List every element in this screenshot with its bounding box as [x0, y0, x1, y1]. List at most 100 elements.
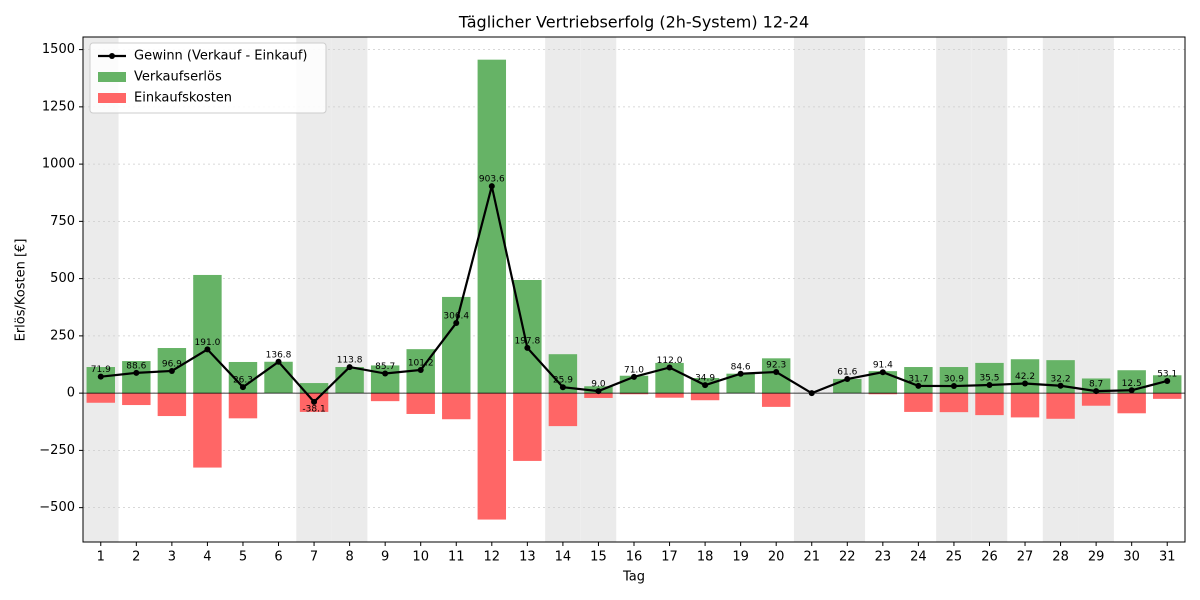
line-point: [346, 364, 353, 371]
data-label: 88.6: [126, 361, 146, 371]
line-point: [702, 382, 709, 389]
data-label: 71.0: [624, 365, 644, 375]
line-point: [559, 384, 566, 391]
highlight-band: [971, 37, 1008, 542]
bar: [1010, 393, 1040, 418]
x-tick-label: 3: [168, 550, 176, 565]
highlight-band: [1078, 37, 1114, 542]
highlight-band: [936, 37, 972, 542]
data-label: 53.1: [1157, 369, 1177, 379]
data-label: 191.0: [195, 338, 221, 348]
y-tick-label: 250: [50, 328, 75, 343]
data-label: 32.2: [1051, 374, 1071, 384]
x-tick-label: 13: [519, 550, 536, 565]
data-label: 903.6: [479, 175, 505, 185]
highlight-band: [1042, 37, 1079, 542]
x-tick-label: 17: [661, 550, 678, 565]
data-label: 85.7: [375, 362, 395, 372]
line-point: [417, 366, 424, 373]
y-tick-label: −500: [39, 500, 75, 515]
line-point: [1022, 380, 1029, 387]
highlight-band: [296, 37, 332, 542]
chart-title: Täglicher Vertriebserfolg (2h-System) 12…: [458, 13, 809, 32]
line-point: [1128, 387, 1135, 394]
x-tick-label: 19: [732, 550, 749, 565]
bar: [655, 393, 684, 398]
bar: [690, 393, 720, 401]
x-tick-label: 14: [555, 550, 572, 565]
line-point: [950, 383, 957, 390]
bar: [228, 393, 258, 419]
x-tick-label: 9: [381, 550, 389, 565]
y-tick-label: 750: [50, 214, 75, 229]
bar: [193, 274, 222, 394]
data-label: 25.9: [553, 376, 573, 386]
bar: [122, 393, 151, 406]
bar: [1010, 359, 1040, 394]
line-point: [97, 373, 104, 380]
x-tick-label: 15: [590, 550, 607, 565]
data-label: 113.8: [337, 356, 363, 366]
line-point: [595, 388, 602, 395]
bar: [86, 367, 115, 394]
y-tick-label: 500: [50, 271, 75, 286]
y-tick-label: 0: [67, 386, 75, 401]
data-label: 26.3: [233, 376, 253, 386]
x-tick-label: 30: [1123, 550, 1140, 565]
x-tick-label: 6: [274, 550, 282, 565]
bar: [761, 393, 791, 407]
data-label: 91.4: [873, 361, 893, 371]
bar: [939, 393, 969, 413]
bar: [335, 367, 364, 394]
x-axis-label: Tag: [622, 570, 645, 585]
x-tick-label: 5: [239, 550, 247, 565]
highlight-band: [580, 37, 617, 542]
y-axis-label: Erlös/Kosten [€]: [14, 239, 29, 342]
data-label: 8.7: [1089, 380, 1103, 390]
x-tick-label: 23: [875, 550, 892, 565]
data-label: 101.2: [408, 358, 434, 368]
x-tick-label: 27: [1017, 550, 1034, 565]
highlight-band: [793, 37, 830, 542]
bar: [442, 393, 471, 420]
bar: [1153, 393, 1182, 399]
bar: [975, 362, 1004, 394]
x-tick-label: 24: [910, 550, 927, 565]
x-tick-label: 26: [981, 550, 998, 565]
data-label: 61.6: [837, 368, 857, 378]
line-point: [204, 346, 211, 353]
line-point: [844, 376, 851, 383]
bar: [370, 365, 400, 394]
plot-frame: [82, 36, 1186, 543]
highlight-band: [829, 37, 866, 542]
bar: [1153, 375, 1182, 394]
legend-marker: [109, 53, 115, 59]
bar: [1081, 393, 1111, 406]
x-tick-label: 25: [946, 550, 963, 565]
bar: [513, 279, 542, 394]
line-point: [666, 364, 673, 371]
x-tick-label: 20: [768, 550, 785, 565]
line-point: [915, 382, 922, 389]
data-label: 92.3: [766, 360, 786, 370]
data-label: 306.4: [443, 311, 469, 321]
x-tick-label: 1: [97, 550, 105, 565]
line-point: [737, 370, 744, 377]
bar: [726, 373, 755, 394]
x-tick-label: 21: [803, 550, 820, 565]
line-point: [986, 382, 993, 389]
line-point: [631, 373, 637, 380]
bar: [370, 393, 400, 402]
legend-label: Gewinn (Verkauf - Einkauf): [134, 49, 307, 64]
bar: [868, 371, 898, 394]
legend-label: Verkaufserlös: [134, 70, 222, 85]
y-tick-label: 1500: [42, 42, 75, 57]
data-label: 31.7: [908, 374, 928, 384]
y-tick-label: 1250: [42, 99, 75, 114]
bar: [975, 393, 1004, 416]
line-point: [1164, 377, 1171, 384]
bar: [513, 393, 542, 461]
bar: [157, 393, 187, 417]
line-point: [133, 369, 140, 376]
